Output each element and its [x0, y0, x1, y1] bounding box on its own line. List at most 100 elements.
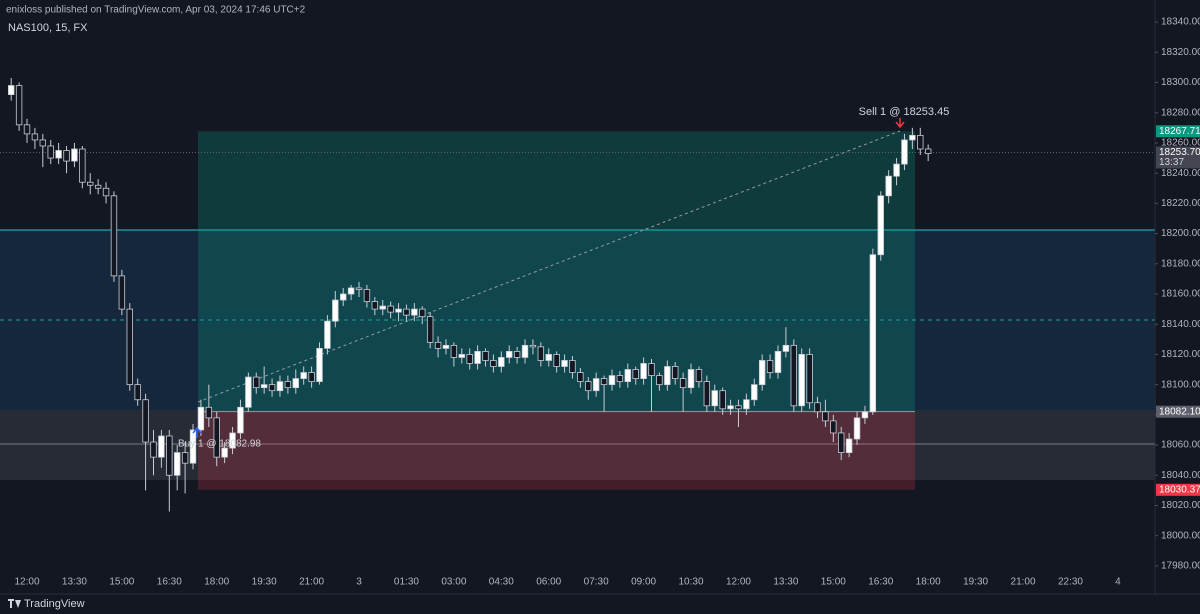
y-tick-label: 18320.00	[1161, 47, 1200, 58]
x-tick-label: 13:30	[62, 577, 87, 588]
last-price-label-box	[1156, 146, 1200, 169]
candle-body	[229, 432, 236, 449]
candle-body	[498, 357, 505, 367]
entry-label-box	[1156, 405, 1200, 418]
candle-body	[529, 344, 537, 348]
y-tick-label: 18160.00	[1161, 289, 1200, 300]
x-tick-label: 3	[356, 577, 362, 588]
candle-body	[853, 417, 861, 440]
candle-body	[624, 369, 631, 383]
candle-body	[126, 308, 133, 386]
loss-zone	[198, 411, 915, 490]
candle-body	[387, 305, 394, 313]
candle-body	[758, 360, 766, 386]
y-tick-label: 18060.00	[1161, 440, 1200, 451]
candle-body	[197, 406, 205, 431]
candle-body	[316, 347, 323, 383]
candle-body	[561, 360, 568, 367]
last-price-label: 18253.70	[1159, 147, 1200, 158]
candle-body	[687, 369, 695, 389]
y-tick-label: 18120.00	[1161, 349, 1200, 360]
y-tick-label: 17980.00	[1161, 561, 1200, 572]
x-tick-label: 12:00	[14, 577, 39, 588]
x-tick-label: 06:00	[536, 577, 561, 588]
candle-body	[861, 411, 869, 419]
candle-body	[110, 195, 118, 277]
x-tick-label: 16:30	[868, 577, 893, 588]
candle-body	[245, 376, 252, 408]
candle-body	[403, 308, 410, 316]
target-label-box	[1156, 125, 1200, 138]
candle-body	[893, 163, 900, 177]
candle-body	[340, 293, 347, 301]
stop-label-box	[1156, 483, 1200, 496]
candle-body	[600, 378, 608, 386]
candle-body	[814, 402, 821, 413]
candle-body	[284, 381, 292, 389]
y-tick-label: 18020.00	[1161, 500, 1200, 511]
y-tick-label: 18000.00	[1161, 530, 1200, 541]
candle-body	[181, 452, 189, 464]
candle-body	[442, 344, 450, 349]
candle-body	[118, 275, 126, 310]
candle-body	[679, 378, 687, 389]
x-tick-label: 12:00	[726, 577, 751, 588]
candle-body	[569, 360, 576, 373]
publisher: enixloss published on TradingView.com, A…	[6, 5, 306, 16]
candle-body	[513, 350, 521, 358]
candle-body	[506, 350, 513, 358]
candle-body	[545, 354, 552, 361]
x-tick-label: 01:30	[394, 577, 419, 588]
x-tick-label: 04:30	[489, 577, 514, 588]
candle-body	[253, 376, 260, 389]
candle-body	[577, 372, 584, 383]
candle-body	[782, 344, 790, 352]
entry-label: 18082.10	[1159, 406, 1200, 417]
footer	[0, 595, 1200, 614]
candle-body	[640, 363, 647, 379]
candle-body	[798, 354, 805, 407]
candle-body	[632, 369, 639, 379]
y-tick-label: 18180.00	[1161, 258, 1200, 269]
candle-body	[174, 452, 181, 476]
candle-body	[142, 399, 149, 443]
candle-body	[205, 406, 213, 419]
x-tick-label: 16:30	[157, 577, 182, 588]
candle-body	[79, 148, 86, 183]
buy-arrow	[192, 426, 202, 438]
x-tick-label: 21:00	[299, 577, 324, 588]
candle-body	[150, 441, 157, 458]
candle-body	[774, 350, 782, 373]
y-tick-label: 18240.00	[1161, 168, 1200, 179]
candle-body	[656, 375, 663, 386]
candle-body	[39, 139, 47, 147]
candle-body	[87, 181, 94, 186]
candle-body	[592, 378, 600, 392]
candle-body	[482, 350, 489, 361]
candle-body	[363, 289, 371, 302]
candle-body	[521, 344, 529, 358]
y-tick-label: 18200.00	[1161, 228, 1200, 239]
candle-body	[869, 254, 877, 413]
y-tick-label: 18220.00	[1161, 198, 1200, 209]
candle-body	[213, 417, 220, 458]
candle-body	[371, 301, 379, 310]
y-tick-label: 18140.00	[1161, 319, 1200, 330]
candle-body	[845, 438, 853, 454]
candle-body	[166, 435, 173, 476]
sell-label: Sell 1 @ 18253.45	[859, 106, 950, 118]
symbol: NAS100, 15, FX	[8, 22, 88, 34]
candle-body	[703, 381, 711, 407]
x-tick-label: 15:00	[821, 577, 846, 588]
candle-body	[830, 420, 837, 434]
candle-body	[71, 148, 78, 162]
x-tick-label: 21:00	[1011, 577, 1036, 588]
candle-body	[537, 346, 545, 361]
candle-body	[450, 344, 458, 358]
candle-body	[585, 381, 592, 392]
candle-body	[411, 308, 418, 316]
candle-body	[426, 316, 434, 343]
candle-body	[47, 145, 54, 159]
candle-body	[308, 372, 315, 383]
